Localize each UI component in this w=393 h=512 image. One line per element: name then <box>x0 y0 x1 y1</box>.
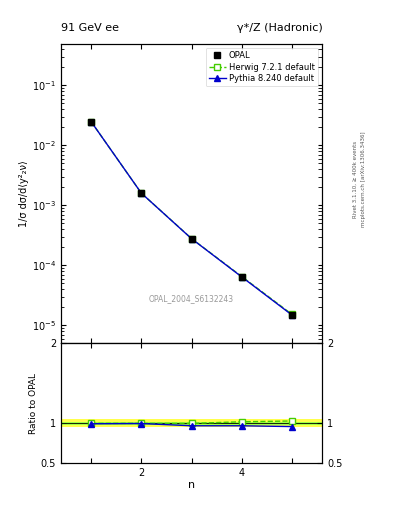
Y-axis label: Ratio to OPAL: Ratio to OPAL <box>29 373 38 434</box>
Legend: OPAL, Herwig 7.2.1 default, Pythia 8.240 default: OPAL, Herwig 7.2.1 default, Pythia 8.240… <box>206 48 318 87</box>
Text: OPAL_2004_S6132243: OPAL_2004_S6132243 <box>149 294 234 303</box>
Text: 91 GeV ee: 91 GeV ee <box>61 23 119 33</box>
Y-axis label: 1/σ dσ/d⟨y²₂ν⟩: 1/σ dσ/d⟨y²₂ν⟩ <box>19 160 29 227</box>
Text: mcplots.cern.ch [arXiv:1306.3436]: mcplots.cern.ch [arXiv:1306.3436] <box>361 132 366 227</box>
Text: Rivet 3.1.10, ≥ 400k events: Rivet 3.1.10, ≥ 400k events <box>353 141 358 218</box>
X-axis label: n: n <box>188 480 195 489</box>
Text: γ*/Z (Hadronic): γ*/Z (Hadronic) <box>237 23 322 33</box>
